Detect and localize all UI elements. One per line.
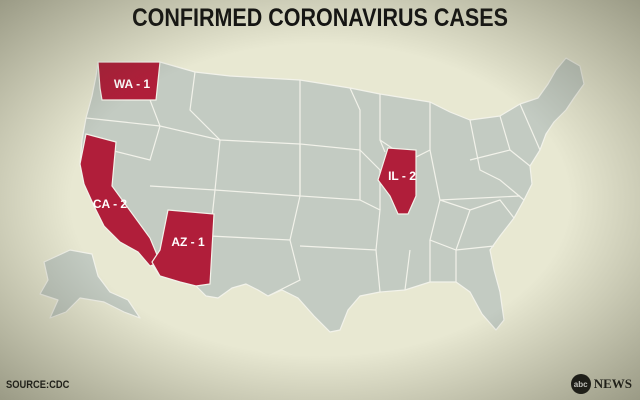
label-az: AZ - 1 (171, 235, 205, 249)
abc-news-logo: abc NEWS (570, 374, 632, 394)
alaska (39, 249, 141, 319)
source-note: SOURCE:CDC (6, 379, 70, 391)
california-state (79, 133, 161, 267)
arizona-state (151, 209, 215, 287)
abc-logo-icon: abc (570, 374, 591, 394)
label-il: IL - 2 (388, 169, 416, 183)
label-wa: WA - 1 (114, 77, 151, 91)
logo-text: NEWS (593, 376, 632, 391)
state-borders (85, 61, 541, 297)
map-title: CONFIRMED CORONAVIRUS CASES (132, 4, 508, 32)
label-ca: CA - 2 (93, 197, 128, 211)
washington-state (97, 61, 161, 101)
illinois-state (377, 147, 417, 215)
